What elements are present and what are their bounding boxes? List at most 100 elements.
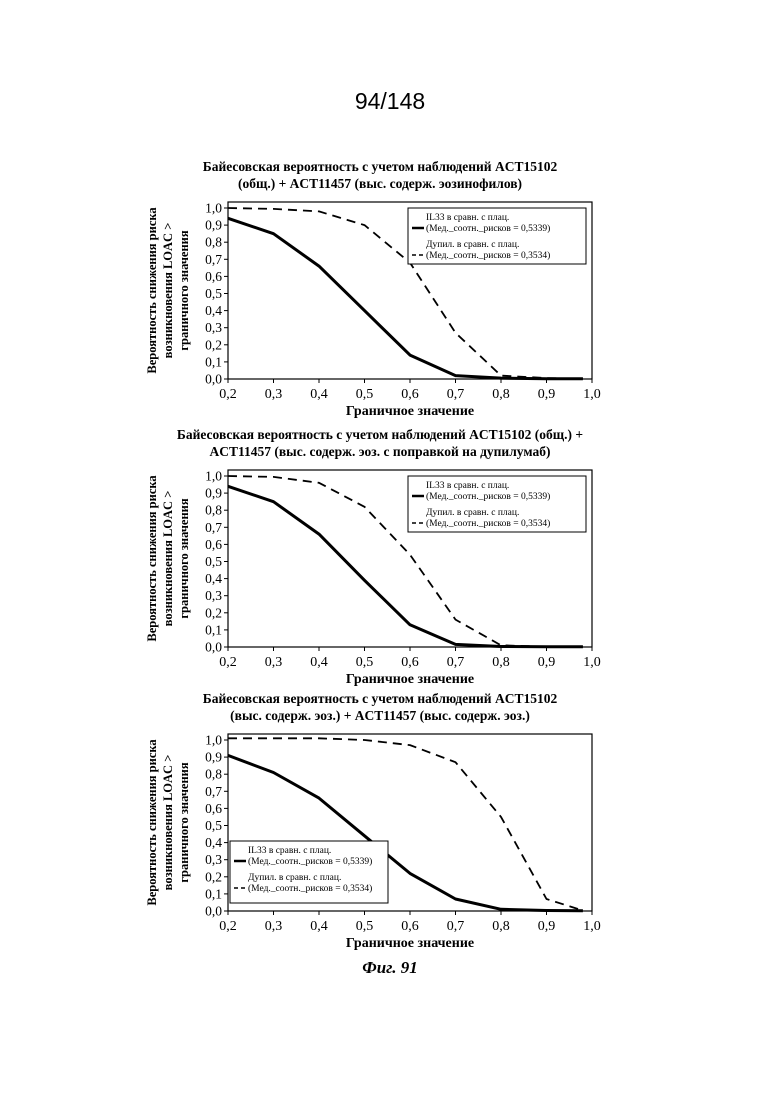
chart-title: Байесовская вероятность с учетом наблюде…	[145, 158, 615, 192]
y-tick-label: 1,0	[205, 201, 222, 216]
y-tick-label: 0,4	[205, 835, 222, 850]
y-axis-label: Вероятность снижения риска	[145, 207, 159, 374]
y-tick-label: 0,0	[205, 904, 222, 919]
legend-detail: (Мед._соотн._рисков = 0,5339)	[426, 491, 550, 502]
y-tick-label: 0,2	[205, 605, 222, 620]
x-tick-label: 0,2	[219, 387, 237, 402]
x-tick-label: 0,5	[356, 919, 374, 934]
y-tick-label: 0,2	[205, 869, 222, 884]
y-tick-label: 0,1	[205, 886, 222, 901]
y-tick-label: 0,6	[205, 801, 222, 816]
legend-detail: (Мед._соотн._рисков = 0,3534)	[248, 883, 372, 894]
legend-label: IL33 в сравн. с плац.	[426, 481, 509, 491]
x-tick-label: 0,3	[265, 387, 283, 402]
x-tick-label: 0,6	[401, 655, 419, 670]
x-tick-label: 0,4	[310, 919, 328, 934]
y-tick-label: 0,6	[205, 537, 222, 552]
y-tick-label: 0,5	[205, 286, 222, 301]
y-tick-label: 0,7	[205, 784, 222, 799]
y-tick-label: 1,0	[205, 469, 222, 484]
chart-title: Байесовская вероятность с учетом наблюде…	[145, 690, 615, 724]
chart-3: Байесовская вероятность с учетом наблюде…	[140, 690, 620, 954]
legend-label: Дупил. в сравн. с плац.	[426, 240, 519, 250]
x-tick-label: 0,9	[538, 919, 556, 934]
chart-title-line-2: ACT11457 (выс. содерж. эоз. с поправкой …	[145, 443, 615, 460]
y-tick-label: 0,4	[205, 571, 222, 586]
y-axis-label: возникновения LOAC >	[161, 223, 175, 359]
y-tick-label: 0,2	[205, 337, 222, 352]
page-number: 94/148	[0, 88, 780, 115]
y-axis-label: граничного значения	[177, 762, 191, 883]
y-axis-label: Вероятность снижения риска	[145, 739, 159, 906]
chart-title: Байесовская вероятность с учетом наблюде…	[145, 426, 615, 460]
x-tick-label: 0,4	[310, 387, 328, 402]
chart-plot: 0,0 0,1 0,2 0,3 0,4 0,5 0,6 0,7 0,8 0,9 1,0 0,2 0,3 0…	[140, 724, 620, 954]
y-tick-label: 0,0	[205, 640, 222, 655]
y-tick-label: 0,3	[205, 588, 222, 603]
y-tick-label: 0,7	[205, 520, 222, 535]
chart-title-line-1: Байесовская вероятность с учетом наблюде…	[145, 158, 615, 175]
y-tick-label: 0,6	[205, 269, 222, 284]
x-tick-label: 0,6	[401, 919, 419, 934]
x-tick-label: 0,6	[401, 387, 419, 402]
x-tick-label: 0,8	[492, 387, 510, 402]
y-tick-label: 0,4	[205, 303, 222, 318]
y-tick-label: 0,3	[205, 320, 222, 335]
legend-label: IL33 в сравн. с плац.	[426, 213, 509, 223]
legend-label: Дупил. в сравн. с плац.	[248, 873, 341, 883]
figure-caption: Фиг. 91	[0, 958, 780, 978]
legend-detail: (Мед._соотн._рисков = 0,3534)	[426, 250, 550, 261]
chart-2: Байесовская вероятность с учетом наблюде…	[140, 426, 620, 690]
x-tick-label: 1,0	[583, 919, 601, 934]
chart-plot: 0,0 0,1 0,2 0,3 0,4 0,5 0,6 0,7 0,8 0,9 1,0 0,2 0,3 0…	[140, 192, 620, 422]
chart-title-line-1: Байесовская вероятность с учетом наблюде…	[145, 426, 615, 443]
x-tick-label: 1,0	[583, 655, 601, 670]
y-tick-label: 0,5	[205, 554, 222, 569]
x-tick-label: 0,8	[492, 655, 510, 670]
y-tick-label: 0,8	[205, 767, 222, 782]
x-tick-label: 0,2	[219, 655, 237, 670]
y-axis-label: возникновения LOAC >	[161, 755, 175, 891]
x-tick-label: 0,7	[447, 919, 465, 934]
x-tick-label: 0,7	[447, 387, 465, 402]
legend-detail: (Мед._соотн._рисков = 0,5339)	[248, 856, 372, 867]
y-tick-label: 0,0	[205, 372, 222, 387]
x-tick-label: 0,9	[538, 655, 556, 670]
y-axis-label: граничного значения	[177, 498, 191, 619]
legend-label: Дупил. в сравн. с плац.	[426, 508, 519, 518]
x-axis-label: Граничное значение	[346, 404, 474, 419]
y-tick-label: 0,7	[205, 252, 222, 267]
x-tick-label: 0,5	[356, 387, 374, 402]
chart-title-line-2: (выс. содерж. эоз.) + ACT11457 (выс. сод…	[145, 707, 615, 724]
x-axis-label: Граничное значение	[346, 936, 474, 951]
x-tick-label: 0,5	[356, 655, 374, 670]
y-tick-label: 0,8	[205, 503, 222, 518]
x-tick-label: 0,7	[447, 655, 465, 670]
chart-title-line-1: Байесовская вероятность с учетом наблюде…	[145, 690, 615, 707]
x-tick-label: 0,3	[265, 919, 283, 934]
chart-title-line-2: (общ.) + ACT11457 (выс. содерж. эозинофи…	[145, 175, 615, 192]
chart-1: Байесовская вероятность с учетом наблюде…	[140, 158, 620, 422]
x-tick-label: 0,8	[492, 919, 510, 934]
y-tick-label: 0,5	[205, 818, 222, 833]
x-tick-label: 0,2	[219, 919, 237, 934]
y-tick-label: 0,8	[205, 235, 222, 250]
x-tick-label: 0,3	[265, 655, 283, 670]
x-axis-label: Граничное значение	[346, 672, 474, 687]
y-tick-label: 0,3	[205, 852, 222, 867]
x-tick-label: 0,4	[310, 655, 328, 670]
y-tick-label: 0,9	[205, 750, 222, 765]
chart-plot: 0,0 0,1 0,2 0,3 0,4 0,5 0,6 0,7 0,8 0,9 1,0 0,2 0,3 0…	[140, 460, 620, 690]
legend-label: IL33 в сравн. с плац.	[248, 846, 331, 856]
legend-detail: (Мед._соотн._рисков = 0,5339)	[426, 223, 550, 234]
y-axis-label: Вероятность снижения риска	[145, 475, 159, 642]
y-tick-label: 0,9	[205, 218, 222, 233]
y-tick-label: 0,1	[205, 354, 222, 369]
y-axis-label: возникновения LOAC >	[161, 491, 175, 627]
legend-detail: (Мед._соотн._рисков = 0,3534)	[426, 518, 550, 529]
y-tick-label: 0,1	[205, 622, 222, 637]
y-tick-label: 1,0	[205, 733, 222, 748]
x-tick-label: 0,9	[538, 387, 556, 402]
y-axis-label: граничного значения	[177, 230, 191, 351]
x-tick-label: 1,0	[583, 387, 601, 402]
